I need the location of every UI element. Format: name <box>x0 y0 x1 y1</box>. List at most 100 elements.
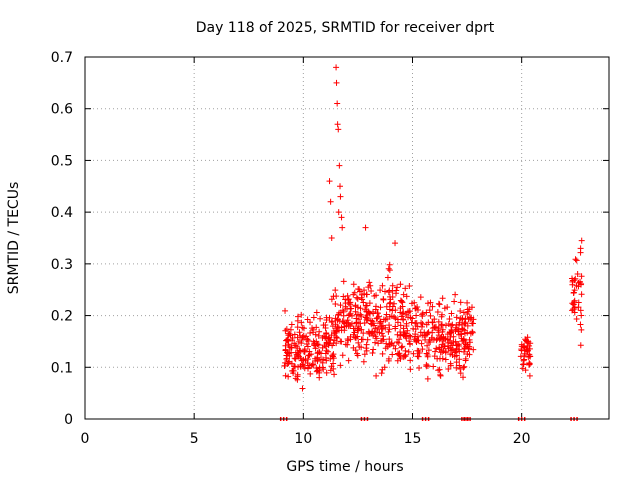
data-point <box>336 162 343 169</box>
data-point <box>423 350 430 357</box>
data-point <box>367 282 374 289</box>
data-point <box>455 346 462 353</box>
data-point <box>424 342 431 349</box>
data-point <box>281 362 288 369</box>
data-point <box>435 325 442 332</box>
data-point <box>337 183 344 190</box>
data-point <box>527 361 533 368</box>
data-point <box>360 330 367 337</box>
data-point <box>377 304 384 311</box>
data-point <box>321 333 328 340</box>
y-tick-label: 0.7 <box>51 50 73 66</box>
data-point <box>333 334 340 341</box>
data-point <box>447 362 454 369</box>
data-point <box>578 291 585 298</box>
data-point <box>570 289 577 296</box>
data-point <box>358 344 365 351</box>
data-point <box>571 304 578 311</box>
data-point <box>435 318 442 325</box>
data-point <box>344 317 351 324</box>
data-point <box>423 309 430 316</box>
x-tick-label: 20 <box>513 431 531 447</box>
data-point <box>424 362 431 369</box>
data-point <box>296 329 303 336</box>
data-point <box>394 350 401 357</box>
chart-title: Day 118 of 2025, SRMTID for receiver dpr… <box>196 20 495 36</box>
data-point <box>386 261 393 268</box>
data-point <box>314 355 321 362</box>
data-point <box>400 325 407 332</box>
y-tick-label: 0.3 <box>51 257 73 273</box>
data-point <box>282 307 289 314</box>
data-point <box>379 322 386 329</box>
data-point <box>379 282 386 289</box>
data-point <box>433 345 440 352</box>
data-point <box>291 355 298 362</box>
data-point <box>347 310 354 317</box>
data-point <box>527 340 534 347</box>
data-point <box>571 297 578 304</box>
data-point <box>337 193 344 200</box>
data-point <box>445 366 452 373</box>
data-point <box>350 331 357 338</box>
data-point <box>417 294 424 301</box>
data-point <box>429 329 436 336</box>
data-point <box>389 303 396 310</box>
data-point <box>399 299 406 306</box>
data-point <box>364 336 371 343</box>
data-point <box>350 291 357 298</box>
data-point <box>379 338 386 345</box>
plot-frame <box>84 56 610 420</box>
data-point <box>577 245 584 252</box>
data-point <box>298 340 305 347</box>
data-point <box>470 346 477 353</box>
data-point <box>373 372 380 379</box>
data-point <box>366 300 373 307</box>
data-point <box>436 301 443 308</box>
data-point <box>328 296 335 303</box>
data-point <box>310 314 317 321</box>
data-point <box>355 316 362 323</box>
data-point <box>314 341 321 348</box>
data-point <box>457 370 464 377</box>
data-point <box>285 341 292 348</box>
data-point <box>372 325 379 332</box>
data-point <box>307 370 314 377</box>
data-point <box>424 375 431 382</box>
data-point <box>386 267 393 274</box>
data-point <box>406 340 413 347</box>
data-point <box>360 299 367 306</box>
data-point <box>451 353 458 360</box>
data-point <box>460 309 467 316</box>
data-point <box>571 287 578 294</box>
data-point <box>456 331 463 338</box>
data-point <box>414 323 421 330</box>
data-point <box>451 298 458 305</box>
data-point <box>309 325 316 332</box>
data-point <box>393 287 400 294</box>
data-point <box>410 350 417 357</box>
data-point <box>295 352 302 359</box>
data-point <box>299 385 306 392</box>
data-point <box>464 311 471 318</box>
data-point <box>373 315 380 322</box>
data-point <box>452 324 459 331</box>
data-point <box>329 318 336 325</box>
data-point <box>345 337 352 344</box>
data-point <box>577 321 584 328</box>
data-point <box>345 296 352 303</box>
data-point <box>294 317 301 324</box>
data-point <box>292 342 299 349</box>
data-point <box>318 356 325 363</box>
data-point <box>357 288 364 295</box>
data-point <box>400 291 407 298</box>
data-point <box>370 332 377 339</box>
data-point <box>386 336 393 343</box>
data-point <box>435 300 442 307</box>
data-point <box>315 341 322 348</box>
data-point <box>388 340 395 347</box>
data-point <box>313 309 320 316</box>
data-point <box>333 328 340 335</box>
data-point <box>304 364 311 371</box>
data-point <box>350 344 357 351</box>
